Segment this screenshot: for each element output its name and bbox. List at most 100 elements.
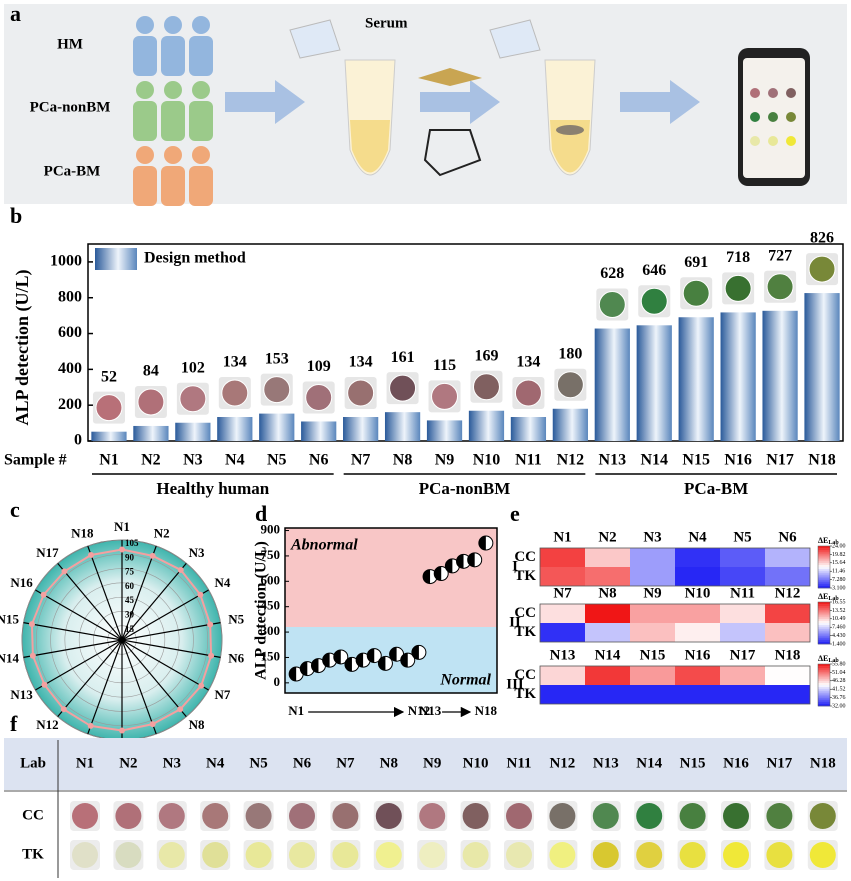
colorbar-step — [818, 567, 830, 570]
point-half — [289, 667, 297, 682]
colorbar-frame — [817, 545, 831, 589]
x-tick-label: N10 — [473, 452, 501, 469]
y-axis-label: ALP detection (U/L) — [253, 541, 270, 680]
table-header: N2 — [119, 755, 137, 771]
category-label: N12 — [36, 717, 58, 732]
category-label: N17 — [36, 545, 59, 560]
person-body — [161, 101, 185, 141]
person-head — [136, 146, 154, 164]
column-label: N16 — [685, 647, 711, 663]
value-label: 134 — [349, 354, 373, 371]
colorbar-step — [818, 604, 830, 607]
point-half — [423, 569, 431, 584]
group-name: II — [509, 614, 521, 630]
colorbar-step — [818, 691, 830, 694]
r-tick-label: 60 — [125, 581, 135, 591]
value-label: 718 — [726, 249, 750, 266]
x-tick-label: N4 — [225, 452, 245, 469]
colorbar-tick-label: 7.280 — [832, 577, 846, 583]
color-well — [549, 842, 576, 868]
x-tick-label: N18 — [475, 703, 498, 718]
x-tick-label: N17 — [766, 452, 794, 469]
y-tick-label: 150 — [261, 648, 281, 663]
color-well — [809, 803, 836, 829]
colorbar-step — [818, 608, 830, 611]
colorbar-step — [818, 552, 830, 555]
colorbar-step — [818, 689, 830, 692]
colorbar-tick-label: 4.430 — [832, 633, 846, 639]
bar — [91, 431, 127, 441]
colorbar-step — [818, 623, 830, 626]
color-well — [115, 803, 142, 829]
color-well — [158, 803, 185, 829]
well-image — [598, 291, 626, 319]
colorbar-title-sub: Lab — [828, 658, 839, 664]
color-well — [245, 842, 272, 868]
heat-cell — [630, 623, 675, 642]
table-header: N14 — [636, 755, 662, 771]
r-tick-label: 30 — [125, 609, 135, 619]
colorbar-frame — [817, 663, 831, 707]
colorbar-step — [818, 575, 830, 578]
well-image — [431, 382, 459, 410]
colorbar-step — [818, 550, 830, 553]
x-tick-label: N12 — [557, 452, 585, 469]
person-head — [164, 81, 182, 99]
y-tick-label: 0 — [274, 674, 281, 689]
x-tick-label: N11 — [515, 452, 542, 469]
r-tick-label: 15 — [125, 624, 135, 634]
value-label: 109 — [307, 358, 331, 375]
colorbar-step — [818, 577, 830, 580]
category-label: N7 — [215, 687, 231, 702]
point-half — [378, 656, 386, 671]
well-image — [179, 385, 207, 413]
value-label: 646 — [642, 262, 666, 279]
value-label: 52 — [101, 368, 117, 385]
radar-spoke — [23, 639, 123, 658]
colorbar-step — [818, 618, 830, 622]
color-well — [419, 842, 446, 868]
panel-label: e — [510, 501, 520, 526]
person-body — [133, 101, 157, 141]
colorbar-step — [818, 583, 830, 587]
column-label: N7 — [553, 585, 572, 601]
colorbar-step — [818, 612, 830, 615]
radar-spoke — [121, 639, 209, 691]
colorbar-step — [818, 693, 830, 696]
y-tick-label: 600 — [261, 572, 281, 587]
table-header: N17 — [766, 755, 792, 771]
color-well — [202, 803, 229, 829]
well-image — [137, 388, 165, 416]
heat-cell — [720, 604, 765, 623]
radar-spoke — [121, 545, 157, 641]
r-tick-label: 45 — [125, 595, 135, 605]
colorbar-step — [818, 670, 830, 673]
heat-cell — [540, 567, 585, 586]
colorbar-step — [818, 639, 830, 643]
radar-spoke — [121, 639, 187, 717]
row-label: CC — [514, 549, 536, 565]
colorbar-step — [818, 678, 830, 682]
y-tick-label: 200 — [58, 396, 82, 413]
well-image — [389, 374, 417, 402]
heat-cell — [630, 604, 675, 623]
column-label: N2 — [598, 529, 616, 545]
radar-point — [87, 722, 94, 729]
panel-label: d — [255, 501, 267, 526]
colorbar-step — [818, 614, 830, 617]
value-label: 153 — [265, 350, 289, 367]
category-label: N13 — [10, 687, 33, 702]
colorbar-frame — [817, 601, 831, 645]
r-tick-label: 75 — [125, 567, 135, 577]
colorbar-tick-label: 19.82 — [832, 552, 846, 558]
color-well — [245, 803, 272, 829]
person-head — [136, 81, 154, 99]
bar — [720, 312, 756, 441]
heat-cell — [675, 623, 720, 642]
heat-cell — [540, 666, 585, 685]
panel-label: f — [10, 711, 18, 736]
value-label: 134 — [223, 354, 247, 371]
value-label: 628 — [600, 265, 624, 282]
bar — [552, 408, 588, 441]
